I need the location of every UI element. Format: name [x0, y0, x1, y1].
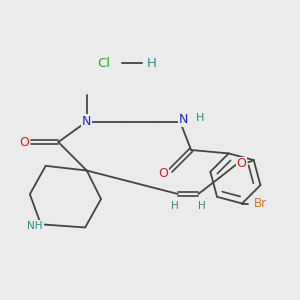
Text: O: O	[159, 167, 169, 180]
Text: O: O	[20, 136, 29, 148]
Text: H: H	[147, 56, 157, 70]
Text: N: N	[178, 113, 188, 127]
Text: O: O	[236, 158, 246, 170]
Text: H: H	[196, 113, 204, 123]
Text: Cl: Cl	[98, 56, 111, 70]
Text: H: H	[171, 201, 179, 211]
Text: N: N	[82, 115, 92, 128]
Text: NH: NH	[28, 221, 43, 231]
Text: H: H	[198, 201, 206, 211]
Text: Br: Br	[254, 197, 267, 210]
